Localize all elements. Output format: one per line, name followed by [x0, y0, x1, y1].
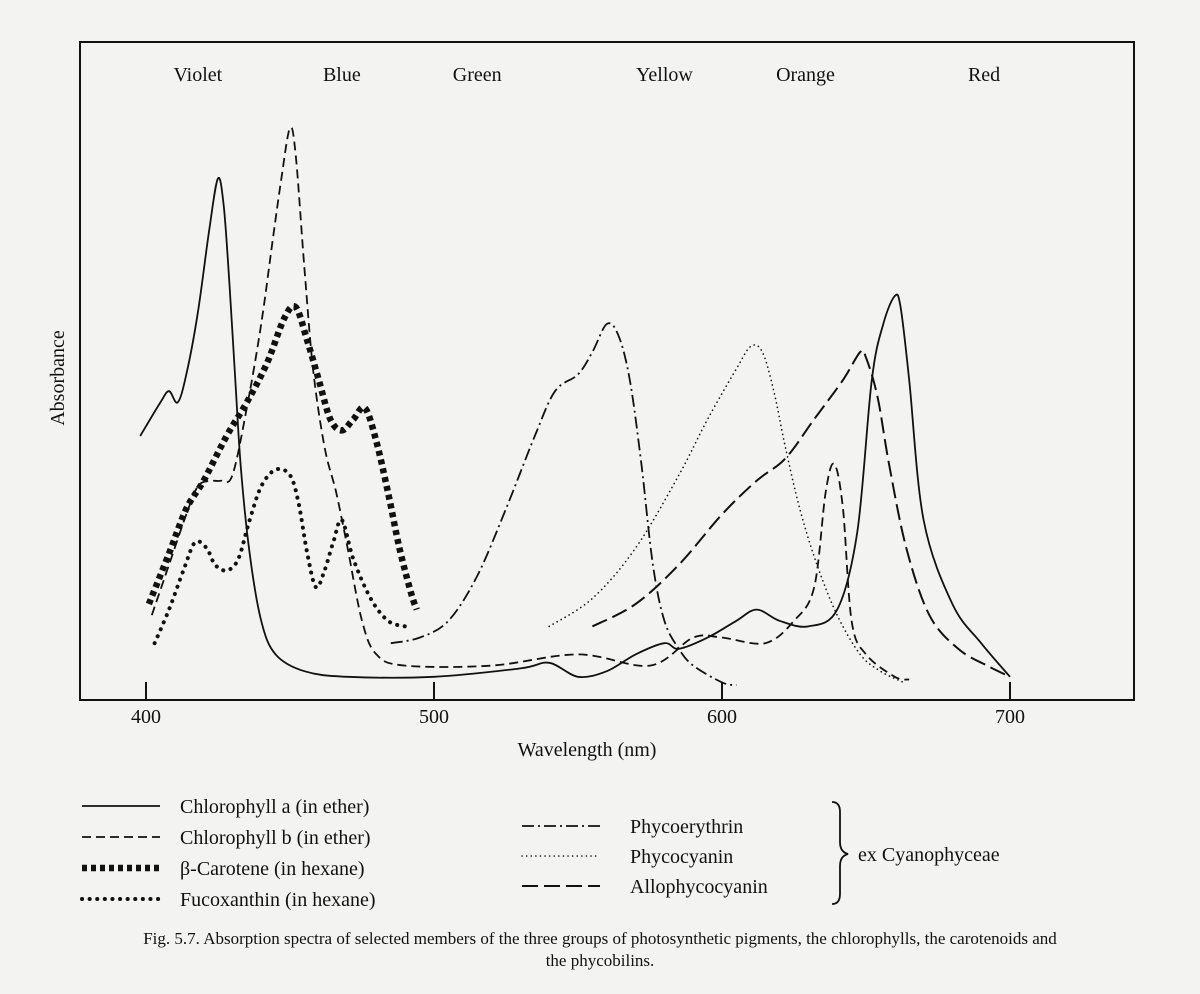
x-axis: 400 500 600 700: [131, 682, 1025, 728]
series-line-phycoerythrin: [390, 322, 737, 687]
legend-label-fucoxanthin-in-hexane: Fucoxanthin (in hexane): [180, 889, 376, 911]
band-label-yellow: Yellow: [636, 64, 693, 86]
series-line-phycocyanin: [548, 344, 905, 684]
x-tick-label-600: 600: [707, 706, 737, 728]
legend-label-chlorophyll-b-in-ether: Chlorophyll b (in ether): [180, 827, 371, 849]
band-label-orange: Orange: [776, 64, 835, 86]
y-axis-label: Absorbance: [47, 330, 69, 426]
plot-frame: [79, 41, 1135, 701]
legend-label-chlorophyll-a-in-ether: Chlorophyll a (in ether): [180, 796, 369, 818]
x-tick-label-400: 400: [131, 706, 161, 728]
legend-label-phycocyanin: Phycocyanin: [630, 846, 733, 868]
caption-line-1: Fig. 5.7. Absorption spectra of selected…: [143, 929, 1057, 948]
band-label-red: Red: [968, 64, 1000, 86]
color-bands: Violet Blue Green Yellow Orange Red: [173, 64, 1000, 86]
series-line-beta-carotene-in-hexane: [145, 302, 420, 611]
x-tick-label-700: 700: [995, 706, 1025, 728]
figure-caption: Fig. 5.7. Absorption spectra of selected…: [0, 928, 1200, 972]
series-lines: [139, 126, 1011, 687]
legend-group-brace: [831, 801, 849, 905]
legend-label-beta-carotene-in-hexane: β-Carotene (in hexane): [180, 858, 365, 880]
legend: Chlorophyll a (in ether) Chlorophyll b (i…: [80, 796, 1000, 911]
band-label-green: Green: [453, 64, 502, 86]
series-line-fucoxanthin-in-hexane: [152, 466, 408, 646]
series-line-chlorophyll-a-in-ether: [139, 176, 1011, 679]
caption-line-2: the phycobilins.: [545, 951, 655, 970]
series-line-allophycocyanin: [591, 349, 1011, 678]
x-tick-label-500: 500: [419, 706, 449, 728]
legend-group-label: ex Cyanophyceae: [858, 844, 1000, 866]
band-label-violet: Violet: [173, 64, 222, 86]
legend-label-allophycocyanin: Allophycocyanin: [630, 876, 768, 898]
legend-label-phycoerythrin: Phycoerythrin: [630, 816, 743, 838]
x-axis-label: Wavelength (nm): [518, 739, 657, 761]
series-line-chlorophyll-b-in-ether: [150, 126, 910, 681]
band-label-blue: Blue: [323, 64, 361, 86]
